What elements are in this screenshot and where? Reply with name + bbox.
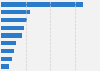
Bar [1, 57, 12, 61]
Bar [1, 41, 16, 45]
Bar [1, 33, 22, 38]
Bar [1, 64, 9, 69]
Bar [1, 26, 24, 30]
Bar [1, 49, 14, 53]
Bar [1, 18, 27, 22]
Bar [1, 10, 30, 14]
Bar [1, 2, 83, 7]
